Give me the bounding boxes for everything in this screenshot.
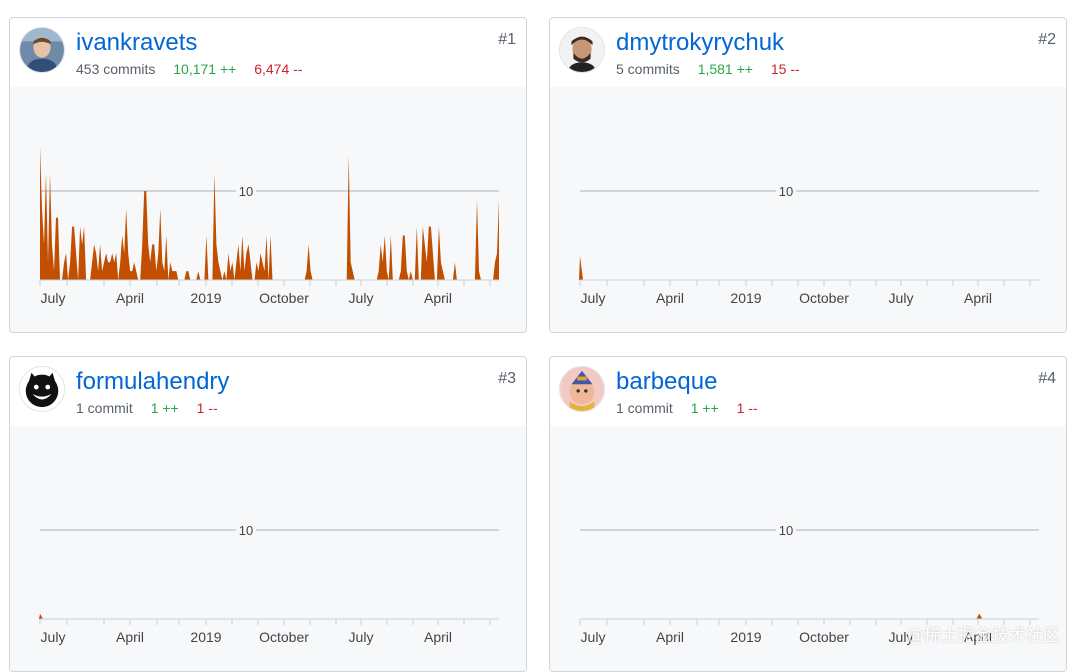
x-axis-tick-label: July	[41, 629, 66, 645]
card-header: formulahendry 1 commit 1 ++ 1 -- #3	[10, 357, 526, 427]
gridline-label-bg	[236, 183, 256, 199]
user-photo-avatar-icon[interactable]	[559, 27, 605, 73]
commit-activity-area	[976, 613, 983, 619]
x-axis-tick-label: April	[656, 290, 684, 306]
x-axis-tick-label: April	[964, 629, 992, 645]
x-axis-tick-label: October	[799, 290, 849, 306]
card-header: ivankravets 453 commits 10,171 ++ 6,474 …	[10, 18, 526, 88]
rank-badge: #4	[1038, 370, 1056, 387]
x-axis-tick-label: July	[41, 290, 66, 306]
x-axis-tick-label: April	[964, 290, 992, 306]
rank-badge: #3	[498, 370, 516, 387]
contribution-chart: 10 July April 2019 October July April	[10, 426, 526, 671]
x-axis-tick-label: July	[581, 629, 606, 645]
x-axis-tick-label: April	[656, 629, 684, 645]
rank-badge: #1	[498, 31, 516, 48]
x-axis-tick-label: October	[259, 290, 309, 306]
commit-count: 1 commit	[76, 400, 133, 416]
x-axis-tick-label: July	[349, 629, 374, 645]
x-axis-tick-label: July	[889, 290, 914, 306]
x-axis-tick-label: 2019	[190, 629, 221, 645]
x-axis-tick-label: July	[889, 629, 914, 645]
card-header: barbeque 1 commit 1 ++ 1 -- #4	[550, 357, 1066, 427]
deletions-count: 1 --	[736, 400, 758, 416]
commit-count: 5 commits	[616, 61, 680, 77]
additions-count: 1,581 ++	[697, 61, 753, 77]
contribution-chart-svg: 10 July April 2019 October July April	[39, 146, 499, 306]
card-header: dmytrokyrychuk 5 commits 1,581 ++ 15 -- …	[550, 18, 1066, 88]
x-axis-tick-label: 2019	[190, 290, 221, 306]
additions-count: 1 ++	[150, 400, 179, 416]
gridline-label-bg	[776, 522, 796, 538]
contribution-stats: 5 commits 1,581 ++ 15 --	[616, 61, 800, 77]
contribution-chart: 10 July April 2019 October July April	[10, 87, 526, 332]
contribution-chart-svg: 10 July April 2019 October July April	[579, 183, 1039, 306]
gridline-label: 10	[779, 184, 793, 199]
gridline-label: 10	[239, 184, 253, 199]
x-axis-tick-label: 2019	[730, 290, 761, 306]
commit-activity-area	[40, 146, 499, 280]
contributor-card: ivankravets 453 commits 10,171 ++ 6,474 …	[9, 17, 527, 333]
contribution-chart: 10 July April 2019 October July April	[550, 426, 1066, 671]
additions-count: 10,171 ++	[173, 61, 237, 77]
contributor-card: dmytrokyrychuk 5 commits 1,581 ++ 15 -- …	[549, 17, 1067, 333]
username-link[interactable]: barbeque	[616, 368, 718, 395]
username-link[interactable]: formulahendry	[76, 368, 230, 395]
x-axis-tick-label: April	[424, 629, 452, 645]
contributor-card: barbeque 1 commit 1 ++ 1 -- #4 10 July Apr…	[549, 356, 1067, 672]
user-photo-avatar-icon[interactable]	[19, 27, 65, 73]
gridline-label: 10	[239, 523, 253, 538]
contributor-card: formulahendry 1 commit 1 ++ 1 -- #3 10 Ju…	[9, 356, 527, 672]
gridline-label: 10	[779, 523, 793, 538]
commit-count: 453 commits	[76, 61, 156, 77]
gridline-label-bg	[776, 183, 796, 199]
contribution-stats: 453 commits 10,171 ++ 6,474 --	[76, 61, 302, 77]
rank-badge: #2	[1038, 31, 1056, 48]
contribution-stats: 1 commit 1 ++ 1 --	[76, 400, 218, 416]
x-axis-tick-label: 2019	[730, 629, 761, 645]
deletions-count: 15 --	[770, 61, 800, 77]
gridline-label-bg	[236, 522, 256, 538]
x-axis-tick-label: October	[259, 629, 309, 645]
commit-activity-area	[579, 255, 583, 280]
x-axis-tick-label: April	[424, 290, 452, 306]
deletions-count: 1 --	[196, 400, 218, 416]
watermark-text: @稀土掘金技术社区	[907, 626, 1060, 646]
contribution-stats: 1 commit 1 ++ 1 --	[616, 400, 758, 416]
commit-activity-area	[39, 613, 43, 619]
contribution-chart: 10 July April 2019 October July April	[550, 87, 1066, 332]
x-axis-tick-label: April	[116, 290, 144, 306]
deletions-count: 6,474 --	[254, 61, 303, 77]
x-axis-tick-label: July	[349, 290, 374, 306]
username-link[interactable]: ivankravets	[76, 29, 198, 56]
black-cat-avatar-icon[interactable]	[19, 366, 65, 412]
contribution-chart-svg: 10 July April 2019 October July April	[39, 522, 499, 645]
username-link[interactable]: dmytrokyrychuk	[616, 29, 785, 56]
commit-count: 1 commit	[616, 400, 673, 416]
x-axis-tick-label: October	[799, 629, 849, 645]
additions-count: 1 ++	[690, 400, 719, 416]
cartoon-character-avatar-icon[interactable]	[559, 366, 605, 412]
x-axis-tick-label: July	[581, 290, 606, 306]
x-axis-tick-label: April	[116, 629, 144, 645]
contribution-chart-svg: 10 July April 2019 October July April	[579, 522, 1039, 645]
